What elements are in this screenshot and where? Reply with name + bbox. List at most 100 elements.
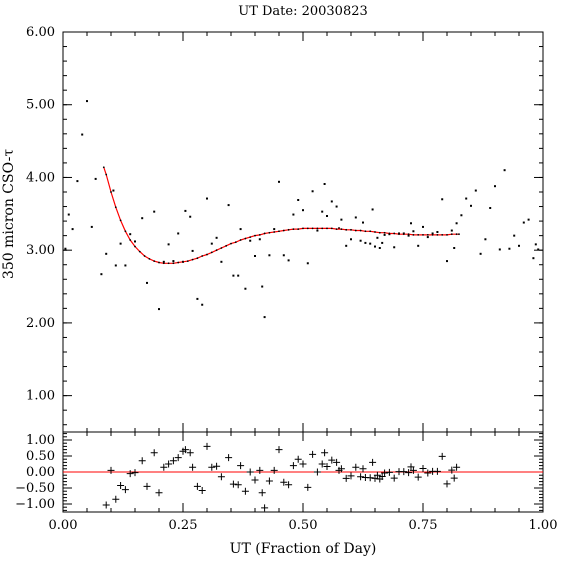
- tau-data-point: [410, 222, 412, 225]
- residual-point: [321, 449, 329, 457]
- tau-data-point: [362, 221, 364, 224]
- residual-point: [342, 474, 350, 482]
- tau-data-point: [383, 233, 386, 236]
- tau-data-point: [330, 200, 333, 203]
- x-tick-label: 0.50: [289, 518, 318, 533]
- tau-data-point: [81, 133, 84, 136]
- tau-data-point: [153, 210, 156, 213]
- tau-data-point: [412, 230, 415, 233]
- residual-point: [165, 460, 173, 468]
- tau-data-point: [67, 213, 70, 216]
- tau-data-point: [489, 207, 492, 209]
- fit-curve-point: [297, 228, 300, 230]
- residual-point: [352, 463, 360, 471]
- tau-data-point: [297, 199, 300, 201]
- fit-curve-point: [398, 233, 400, 236]
- y-tick-label: −0.50: [15, 481, 55, 496]
- tau-data-point: [302, 209, 304, 212]
- fit-curve-point: [407, 233, 410, 236]
- residual-point: [241, 487, 249, 495]
- fit-curve-point: [258, 234, 261, 236]
- fit-curve-point: [345, 228, 348, 231]
- tau-data-point: [100, 273, 103, 276]
- tau-data-point: [441, 198, 444, 201]
- tau-data-point: [371, 208, 374, 211]
- residual-point: [313, 468, 321, 476]
- residual-point: [309, 450, 317, 458]
- tau-data-point: [326, 215, 328, 217]
- fit-curve-point: [388, 232, 391, 235]
- fit-curve-point: [102, 166, 105, 169]
- tau-data-point: [470, 204, 472, 207]
- tau-data-point: [189, 215, 192, 218]
- tau-data-point: [263, 316, 266, 319]
- tau-data-point: [201, 303, 204, 306]
- residual-point: [443, 480, 451, 488]
- residual-point: [150, 449, 158, 457]
- tau-data-point: [503, 169, 506, 172]
- fit-curve-point: [244, 237, 247, 240]
- fit-curve-point: [359, 229, 362, 232]
- residual-point: [438, 452, 446, 460]
- residual-point: [280, 478, 288, 486]
- fit-curve-point: [402, 233, 405, 236]
- tau-data-point: [426, 236, 429, 239]
- residual-point: [169, 457, 177, 465]
- residual-point: [270, 466, 278, 474]
- tau-data-point: [494, 185, 496, 188]
- fit-curve-point: [316, 227, 319, 230]
- fit-curve-point: [263, 232, 266, 235]
- residual-point: [256, 466, 264, 474]
- x-tick-label: 1.00: [529, 518, 558, 533]
- fit-curve-point: [186, 260, 189, 262]
- tau-data-point: [306, 262, 309, 265]
- x-tick-label: 0.25: [169, 518, 198, 533]
- fit-curve-point: [364, 230, 367, 233]
- tau-data-point: [239, 228, 242, 231]
- tau-data-point: [254, 255, 256, 257]
- tau-data-point: [244, 287, 247, 290]
- tau-data-point: [532, 257, 535, 260]
- fit-curve-point: [436, 234, 439, 236]
- tau-data-point: [393, 246, 396, 249]
- residual-point: [121, 486, 129, 494]
- fit-curve-point: [431, 234, 434, 236]
- residual-point: [453, 463, 461, 471]
- fit-curve-point: [412, 234, 415, 236]
- fit-curve-point: [191, 258, 194, 261]
- tau-data-point: [378, 247, 381, 249]
- tau-data-point: [374, 245, 376, 248]
- fit-curve-point: [162, 262, 165, 265]
- fit-curve-point: [196, 257, 199, 260]
- fit-curve-point: [138, 250, 141, 253]
- fit-curve: [103, 167, 459, 264]
- fit-curve-point: [326, 227, 328, 230]
- fit-curve-point: [446, 234, 448, 236]
- residual-point: [246, 468, 254, 476]
- tau-data-point: [282, 254, 285, 257]
- y-tick-label: 5.00: [26, 98, 55, 113]
- tau-data-point: [71, 228, 74, 231]
- chart-title: UT Date: 20030823: [238, 4, 368, 19]
- fit-curve-point: [201, 255, 204, 257]
- residual-point: [289, 462, 297, 470]
- top-panel-frame: [62, 31, 544, 433]
- y-tick-label: 0.50: [26, 449, 55, 464]
- fit-curve-point: [458, 233, 460, 236]
- fit-curve-point: [426, 234, 429, 236]
- y-tick-label: 4.00: [26, 170, 55, 185]
- fit-curve-point: [110, 191, 112, 193]
- residual-point: [251, 476, 259, 484]
- tau-data-point: [460, 214, 463, 217]
- tau-data-point: [323, 183, 326, 185]
- residual-point: [333, 458, 341, 466]
- tau-data-point: [237, 274, 240, 277]
- residual-point: [155, 489, 163, 497]
- fit-curve-point: [268, 231, 271, 234]
- y-tick-label: −1.00: [15, 497, 55, 512]
- residual-point: [213, 462, 221, 470]
- residual-point: [112, 495, 120, 503]
- fit-curve-point: [158, 261, 160, 264]
- fit-curve-point: [455, 233, 458, 236]
